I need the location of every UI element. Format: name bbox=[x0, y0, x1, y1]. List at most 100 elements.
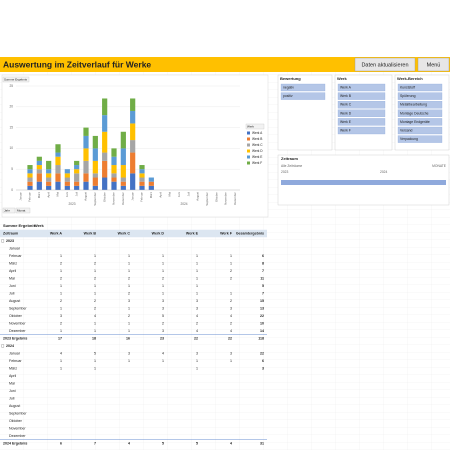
slicer-item-label[interactable]: Kunststoff bbox=[400, 85, 415, 89]
slicer-item-label[interactable]: Werk D bbox=[340, 111, 352, 115]
slicer-item[interactable] bbox=[337, 92, 386, 100]
pivot-cell: 22 bbox=[260, 351, 264, 355]
pivot-cell: 1 bbox=[94, 254, 96, 258]
pivot-cell: 2 bbox=[60, 321, 62, 325]
pivot-cell: 5 bbox=[162, 314, 164, 318]
slicer-item-label[interactable]: Werk A bbox=[340, 85, 352, 89]
field-button[interactable] bbox=[2, 207, 16, 214]
bar-segment bbox=[55, 156, 61, 166]
slicer-item-label[interactable]: Werk B bbox=[340, 94, 352, 98]
slicer-item-label[interactable]: Montage Endgeräte bbox=[400, 120, 430, 124]
bar-segment bbox=[74, 169, 80, 174]
slicer-item-label[interactable]: Werk C bbox=[340, 103, 352, 107]
bar-segment bbox=[120, 181, 126, 186]
slicer-item[interactable] bbox=[337, 118, 386, 126]
bar-segment bbox=[36, 165, 42, 170]
bar-segment bbox=[139, 165, 145, 170]
bar-segment bbox=[46, 181, 52, 186]
bar-segment bbox=[46, 177, 52, 182]
pivot-cell: 1 bbox=[128, 254, 130, 258]
slicer-item[interactable] bbox=[397, 135, 443, 143]
pivot-cell: 1 bbox=[94, 269, 96, 273]
pivot-row-label: Juli bbox=[9, 291, 15, 295]
pivot-column-header: Werk A bbox=[50, 231, 63, 235]
slicer-item-label[interactable]: negativ bbox=[283, 85, 294, 89]
slicer-item-label[interactable]: Metallbearbeitung bbox=[400, 103, 427, 107]
slicer-item[interactable] bbox=[397, 118, 443, 126]
legend-swatch bbox=[247, 131, 250, 135]
slicer-item-label[interactable]: positiv bbox=[283, 94, 293, 98]
bar-segment bbox=[46, 169, 52, 174]
bar-segment bbox=[55, 144, 61, 153]
slicer-item[interactable] bbox=[397, 126, 443, 135]
bar-segment bbox=[36, 169, 42, 174]
pivot-cell: 18 bbox=[92, 336, 96, 340]
x-tick-label: April bbox=[46, 192, 50, 198]
slicer-item[interactable] bbox=[280, 83, 326, 92]
slicer-item-label[interactable]: Werk F bbox=[340, 128, 351, 132]
x-tick-label: Juni bbox=[65, 192, 69, 198]
bar-segment bbox=[120, 177, 126, 182]
pivot-row-label: Januar bbox=[9, 351, 21, 355]
field-button[interactable] bbox=[15, 207, 31, 214]
slicer-item[interactable] bbox=[397, 101, 443, 109]
slicer-item[interactable] bbox=[280, 92, 326, 100]
bar-segment bbox=[64, 173, 70, 178]
bar-segment bbox=[83, 135, 89, 149]
x-group-label: 2024 bbox=[180, 202, 187, 206]
collapse-button[interactable] bbox=[1, 239, 5, 243]
field-button-label[interactable]: Monat bbox=[17, 208, 26, 212]
bar-segment bbox=[130, 98, 136, 111]
pivot-row-label: August bbox=[9, 299, 20, 303]
slicer-item[interactable] bbox=[337, 126, 386, 135]
slicer-item-label[interactable]: Verpackung bbox=[400, 137, 418, 141]
pivot-cell: 4 bbox=[196, 314, 198, 318]
slicer-item-label[interactable]: Montage Deutsche bbox=[400, 111, 429, 115]
slicer-item[interactable] bbox=[337, 101, 386, 109]
pivot-cell: 5 bbox=[196, 441, 198, 445]
bar-segment bbox=[92, 148, 98, 161]
pivot-cell: 1 bbox=[196, 254, 198, 258]
slicer-item-label[interactable]: Spülerung bbox=[400, 94, 416, 98]
x-tick-label: November bbox=[224, 192, 228, 205]
slicer-item[interactable] bbox=[397, 109, 443, 117]
legend-field-button[interactable] bbox=[245, 123, 265, 130]
pivot-column-header: Werk F bbox=[220, 231, 233, 235]
timeline-unit[interactable]: MONATE bbox=[432, 164, 447, 168]
slicer-item-label[interactable]: Werk E bbox=[340, 120, 352, 124]
x-tick-label: Mai bbox=[168, 192, 172, 197]
menu-button-label[interactable]: Menü bbox=[427, 62, 441, 68]
slicer-item-label[interactable]: Versand bbox=[400, 128, 413, 132]
bar-segment bbox=[74, 165, 80, 170]
pivot-cell: 1 bbox=[230, 254, 232, 258]
y-tick-label: 20 bbox=[9, 105, 13, 109]
field-button-label[interactable]: Jahr bbox=[4, 208, 10, 212]
slicer-item[interactable] bbox=[397, 83, 443, 92]
slicer-item[interactable] bbox=[337, 83, 386, 92]
bar-segment bbox=[64, 177, 70, 182]
refresh-button[interactable] bbox=[354, 57, 416, 72]
slicer-item[interactable] bbox=[337, 109, 386, 117]
bar-segment bbox=[27, 173, 33, 178]
bar-segment bbox=[55, 165, 61, 174]
bar-segment bbox=[102, 98, 108, 116]
pivot-cell: 4 bbox=[94, 314, 96, 318]
pivot-cell: 1 bbox=[196, 291, 198, 295]
pivot-row-label: März bbox=[9, 261, 17, 265]
y-tick-label: 0 bbox=[11, 188, 13, 192]
pivot-row-label: Juni bbox=[9, 389, 16, 393]
slicer-item[interactable] bbox=[397, 92, 443, 100]
timeline-bar[interactable] bbox=[281, 180, 446, 185]
pivot-cell: 6 bbox=[262, 254, 264, 258]
value-field-button[interactable] bbox=[2, 76, 30, 83]
pivot-cell: 7 bbox=[262, 269, 264, 273]
bar-segment bbox=[130, 140, 136, 153]
legend-swatch bbox=[247, 161, 250, 165]
refresh-button-label[interactable]: Daten aktualisieren bbox=[361, 62, 408, 68]
slicer-title: Werk-Bereich bbox=[397, 76, 423, 81]
legend-label: Werk E bbox=[252, 155, 262, 159]
timeline-title: Zeitraum bbox=[281, 156, 298, 161]
menu-button[interactable] bbox=[417, 57, 450, 72]
collapse-button[interactable] bbox=[1, 344, 5, 348]
